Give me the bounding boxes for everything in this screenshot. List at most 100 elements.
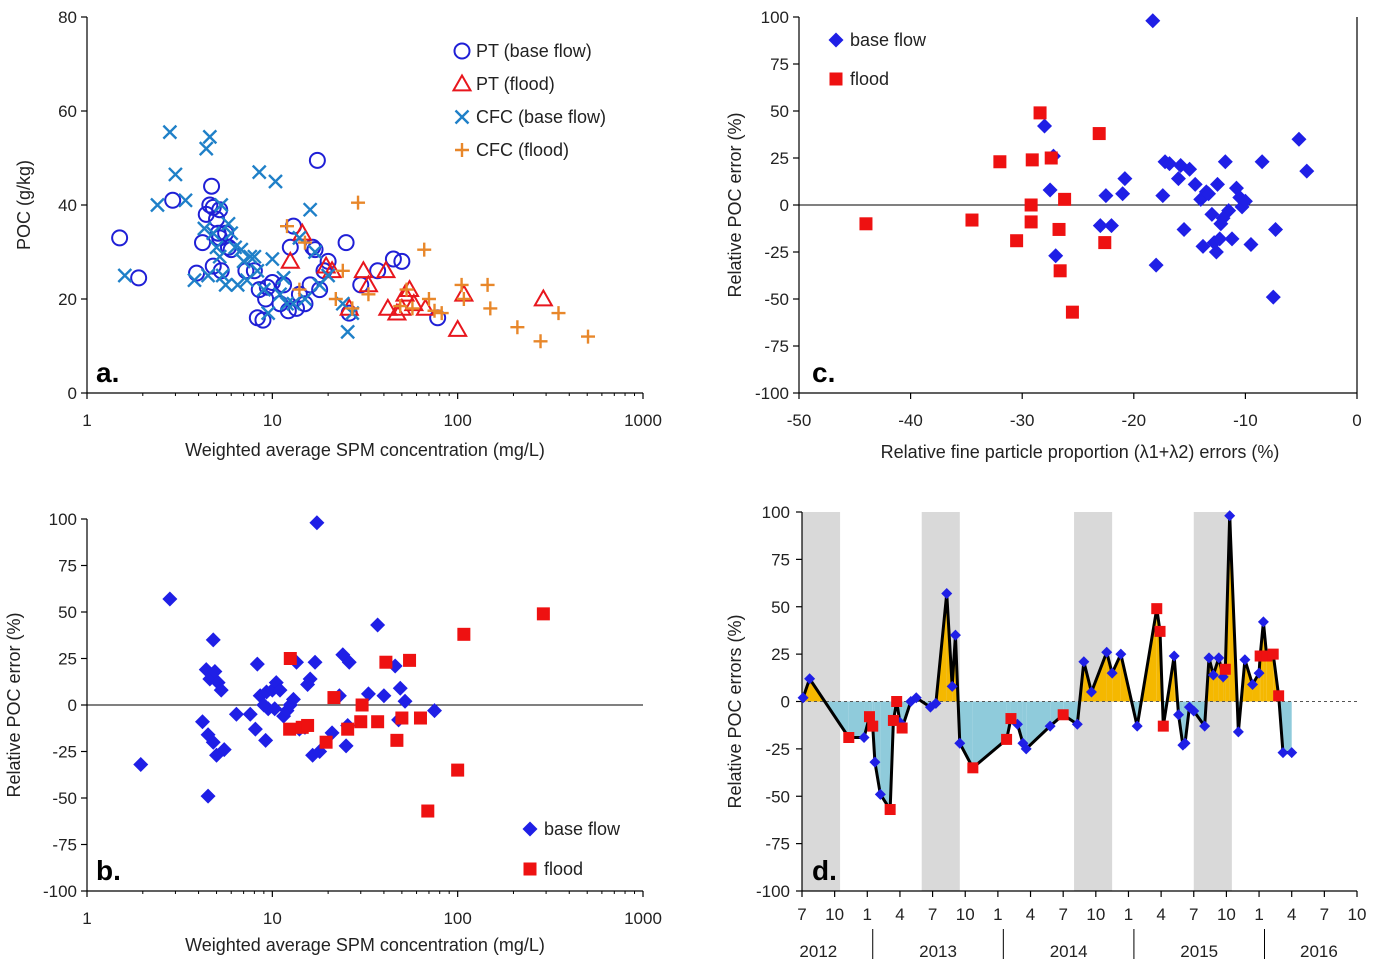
data-point	[205, 734, 221, 750]
data-point	[843, 732, 855, 744]
data-point	[1037, 118, 1053, 134]
data-point	[213, 682, 229, 698]
data-point	[399, 282, 414, 297]
y-tick-label: -50	[52, 789, 77, 808]
data-point	[1212, 231, 1228, 247]
data-point	[1237, 193, 1253, 209]
data-point	[390, 733, 404, 747]
negative-area	[1026, 701, 1051, 749]
negative-area	[972, 701, 1007, 768]
data-point	[361, 287, 376, 302]
data-point	[320, 268, 336, 283]
data-point	[302, 202, 318, 218]
data-point	[1148, 257, 1164, 273]
data-point	[887, 714, 899, 726]
data-point	[212, 249, 228, 265]
data-point	[1071, 718, 1083, 730]
y-axis-label: Relative POC errors (%)	[725, 614, 745, 808]
data-point	[375, 260, 397, 279]
x-tick-label: 4	[1287, 905, 1296, 924]
data-point	[247, 721, 263, 737]
y-tick-label: 75	[770, 55, 789, 74]
data-point	[307, 244, 323, 260]
x-tick-label: 4	[1026, 905, 1035, 924]
data-point	[1201, 186, 1217, 202]
data-point	[150, 197, 165, 213]
data-point	[1188, 705, 1200, 717]
data-point	[447, 319, 468, 337]
x-tick-label: -30	[1010, 411, 1035, 430]
data-point	[1268, 221, 1284, 237]
data-point	[1020, 743, 1032, 755]
data-point	[451, 763, 465, 777]
legend-marker	[451, 73, 473, 92]
data-point	[1155, 188, 1171, 204]
data-point	[111, 229, 129, 247]
data-point	[859, 217, 873, 231]
data-point	[168, 167, 183, 182]
legend-label: PT (flood)	[476, 74, 555, 94]
data-point	[1103, 218, 1119, 234]
series-flood	[843, 603, 1285, 816]
data-point	[221, 216, 236, 232]
y-tick-label: -50	[765, 787, 790, 806]
legend-marker	[828, 32, 844, 48]
data-point	[804, 673, 816, 685]
x-tick-label: 1000	[624, 411, 662, 430]
x-tick-label: 7	[928, 905, 937, 924]
data-point	[581, 329, 596, 344]
data-point	[130, 269, 148, 287]
data-point	[279, 296, 295, 312]
data-point	[251, 164, 267, 180]
data-point	[415, 297, 436, 316]
data-point	[1261, 650, 1273, 662]
panel-letter-a: a.	[96, 357, 119, 388]
legend-label: base flow	[850, 30, 927, 50]
x-tick-label: 1	[1254, 905, 1263, 924]
data-point	[1254, 154, 1270, 170]
x-tick-label: -40	[898, 411, 923, 430]
data-point	[967, 762, 979, 774]
y-tick-label: 50	[58, 603, 77, 622]
series-flood	[859, 106, 1112, 319]
data-point	[353, 260, 374, 279]
data-point	[536, 607, 550, 621]
data-point	[1210, 176, 1225, 192]
data-point	[260, 305, 276, 321]
data-point	[1044, 151, 1058, 165]
y-axis-label: POC (g/kg)	[14, 160, 34, 250]
y-tick-label: -25	[52, 743, 77, 762]
x-tick-label: 100	[443, 411, 471, 430]
data-point	[1162, 156, 1178, 172]
year-label: 2016	[1300, 942, 1338, 961]
panel-b: -100 -75 -50 -25 0 25 50 75 100 1 10 100 1000 base fl…	[4, 510, 662, 955]
data-point	[202, 129, 218, 145]
data-point	[1151, 603, 1163, 615]
data-point	[384, 250, 402, 268]
positive-area	[1112, 654, 1121, 702]
data-point	[360, 686, 376, 702]
negative-area	[848, 701, 865, 738]
legend-marker	[829, 72, 843, 86]
legend-marker	[522, 821, 538, 837]
data-point	[1239, 654, 1251, 666]
data-point	[395, 711, 409, 725]
data-point	[1024, 215, 1038, 229]
data-point	[946, 680, 958, 692]
data-point	[280, 219, 295, 234]
data-point	[533, 288, 554, 307]
data-point	[335, 263, 350, 278]
positive-area	[1252, 673, 1260, 702]
data-point	[302, 671, 318, 687]
data-point	[285, 691, 301, 707]
negative-area	[1050, 701, 1064, 727]
data-point	[292, 282, 307, 297]
series-base-flow	[133, 515, 443, 804]
data-point	[393, 252, 411, 270]
data-point	[297, 291, 313, 307]
data-point	[283, 652, 297, 665]
data-point	[1098, 236, 1112, 250]
data-point	[268, 174, 283, 189]
data-point	[283, 722, 297, 736]
data-point	[369, 262, 387, 280]
